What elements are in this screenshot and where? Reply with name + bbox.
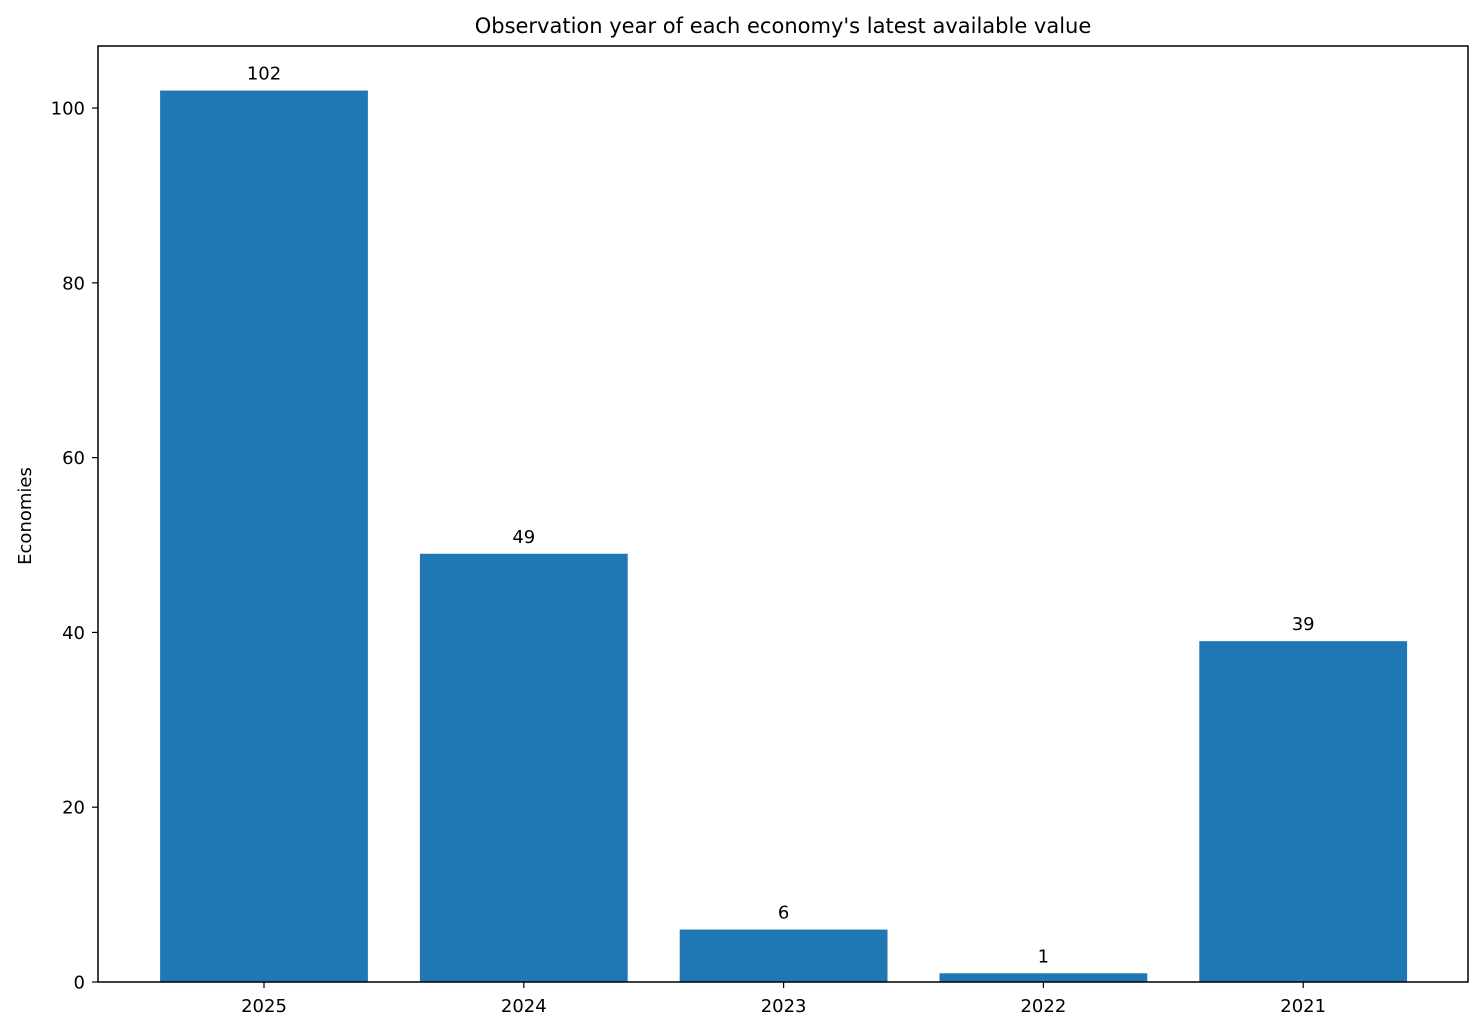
- y-tick-label: 100: [51, 99, 85, 120]
- chart-title: Observation year of each economy's lates…: [475, 14, 1092, 38]
- y-axis: 0 20 40 60 80 100: [51, 99, 98, 994]
- x-tick-label: 2021: [1280, 996, 1326, 1017]
- bar-2023: [679, 929, 888, 982]
- data-label-2024: 49: [512, 527, 535, 548]
- x-tick-label: 2023: [761, 996, 807, 1017]
- y-axis-label: Economies: [15, 467, 36, 565]
- x-axis: 2025 2024 2023 2022 2021: [241, 982, 1326, 1017]
- x-tick-label: 2024: [501, 996, 547, 1017]
- bar-2025: [160, 90, 368, 983]
- bar-2024: [419, 553, 628, 982]
- y-tick-label: 0: [74, 973, 85, 994]
- y-tick-label: 20: [62, 798, 85, 819]
- data-label-2025: 102: [247, 64, 281, 85]
- bar-2021: [1199, 641, 1408, 982]
- y-tick-label: 80: [62, 273, 85, 294]
- data-labels-group: 102 49 6 1 39: [247, 64, 1315, 968]
- y-tick-label: 40: [62, 623, 85, 644]
- x-tick-label: 2025: [241, 996, 287, 1017]
- plot-frame: [97, 45, 1469, 983]
- data-label-2022: 1: [1038, 946, 1049, 967]
- data-label-2021: 39: [1292, 614, 1315, 635]
- y-tick-label: 60: [62, 448, 85, 469]
- bar-2022: [939, 973, 1148, 982]
- x-tick-label: 2022: [1020, 996, 1066, 1017]
- data-label-2023: 6: [778, 903, 789, 924]
- bars-group: [160, 90, 1408, 983]
